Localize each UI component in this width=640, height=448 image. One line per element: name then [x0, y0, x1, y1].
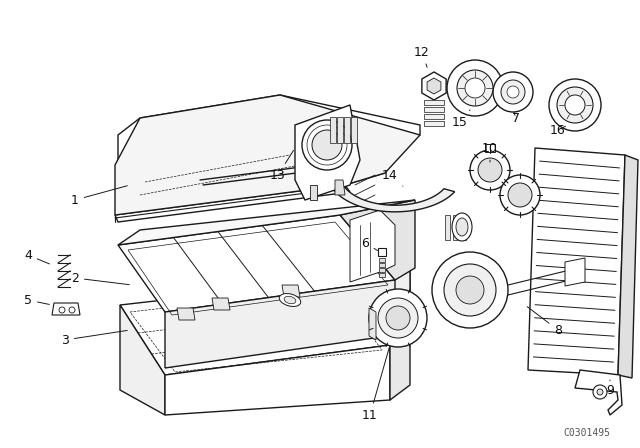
- Text: 8: 8: [527, 307, 562, 336]
- Polygon shape: [379, 258, 385, 262]
- Polygon shape: [453, 215, 458, 240]
- Polygon shape: [424, 107, 444, 112]
- Circle shape: [549, 79, 601, 131]
- Polygon shape: [424, 100, 444, 105]
- Text: 9: 9: [606, 380, 614, 396]
- Text: 5: 5: [24, 293, 49, 306]
- Polygon shape: [379, 273, 385, 277]
- Circle shape: [565, 95, 585, 115]
- Circle shape: [457, 70, 493, 106]
- Polygon shape: [165, 345, 390, 415]
- Circle shape: [593, 385, 607, 399]
- Polygon shape: [565, 258, 585, 286]
- Circle shape: [302, 120, 352, 170]
- Text: 13: 13: [270, 151, 294, 181]
- Polygon shape: [340, 265, 410, 345]
- Polygon shape: [351, 117, 357, 143]
- Polygon shape: [344, 117, 350, 143]
- Ellipse shape: [452, 213, 472, 241]
- Polygon shape: [390, 330, 410, 400]
- Polygon shape: [177, 308, 195, 320]
- Circle shape: [557, 87, 593, 123]
- Polygon shape: [212, 298, 230, 310]
- Polygon shape: [120, 305, 165, 415]
- Polygon shape: [445, 215, 450, 240]
- Polygon shape: [335, 180, 345, 195]
- Ellipse shape: [279, 293, 301, 306]
- Polygon shape: [424, 114, 444, 119]
- Polygon shape: [120, 280, 390, 375]
- Text: 11: 11: [362, 348, 389, 422]
- Text: 14: 14: [382, 168, 403, 186]
- Circle shape: [69, 307, 75, 313]
- Polygon shape: [165, 280, 395, 368]
- Circle shape: [570, 267, 580, 277]
- Ellipse shape: [456, 218, 468, 236]
- Text: 1: 1: [71, 186, 127, 207]
- Polygon shape: [618, 155, 638, 378]
- Ellipse shape: [284, 296, 296, 304]
- Text: 3: 3: [61, 331, 127, 346]
- Polygon shape: [310, 185, 317, 200]
- Polygon shape: [115, 185, 350, 222]
- Polygon shape: [345, 148, 385, 185]
- Circle shape: [447, 60, 503, 116]
- Polygon shape: [427, 78, 441, 94]
- Polygon shape: [379, 263, 385, 267]
- Polygon shape: [379, 268, 385, 272]
- Polygon shape: [340, 265, 410, 345]
- Circle shape: [456, 276, 484, 304]
- Circle shape: [597, 389, 603, 395]
- Polygon shape: [575, 370, 622, 415]
- Circle shape: [312, 130, 342, 160]
- Ellipse shape: [386, 306, 410, 330]
- Text: C0301495: C0301495: [563, 428, 610, 438]
- Polygon shape: [118, 215, 395, 312]
- Circle shape: [444, 264, 496, 316]
- Polygon shape: [295, 105, 360, 200]
- Polygon shape: [424, 121, 444, 126]
- Circle shape: [500, 175, 540, 215]
- Circle shape: [508, 183, 532, 207]
- Polygon shape: [115, 95, 420, 215]
- Text: 7: 7: [512, 112, 520, 125]
- Polygon shape: [52, 303, 80, 315]
- Polygon shape: [422, 72, 446, 100]
- Text: 6: 6: [361, 237, 378, 250]
- Polygon shape: [118, 200, 415, 245]
- Polygon shape: [485, 144, 495, 152]
- Polygon shape: [282, 285, 300, 297]
- Polygon shape: [330, 117, 336, 143]
- Text: 16: 16: [550, 124, 566, 137]
- Polygon shape: [337, 117, 343, 143]
- Text: 15: 15: [452, 110, 470, 129]
- Polygon shape: [350, 210, 395, 282]
- Text: 10: 10: [482, 142, 498, 162]
- Circle shape: [470, 150, 510, 190]
- Text: 12: 12: [414, 46, 430, 67]
- Circle shape: [507, 86, 519, 98]
- Polygon shape: [118, 95, 420, 175]
- Polygon shape: [340, 200, 415, 280]
- Text: 2: 2: [71, 271, 129, 284]
- Circle shape: [59, 307, 65, 313]
- Polygon shape: [328, 164, 454, 212]
- Polygon shape: [528, 148, 625, 375]
- Circle shape: [501, 80, 525, 104]
- Circle shape: [465, 78, 485, 98]
- Ellipse shape: [369, 289, 427, 347]
- Polygon shape: [369, 308, 376, 340]
- Text: 4: 4: [24, 249, 49, 264]
- Ellipse shape: [378, 298, 418, 338]
- Circle shape: [432, 252, 508, 328]
- Circle shape: [478, 158, 502, 182]
- Circle shape: [493, 72, 533, 112]
- Polygon shape: [378, 248, 386, 256]
- Polygon shape: [461, 215, 466, 240]
